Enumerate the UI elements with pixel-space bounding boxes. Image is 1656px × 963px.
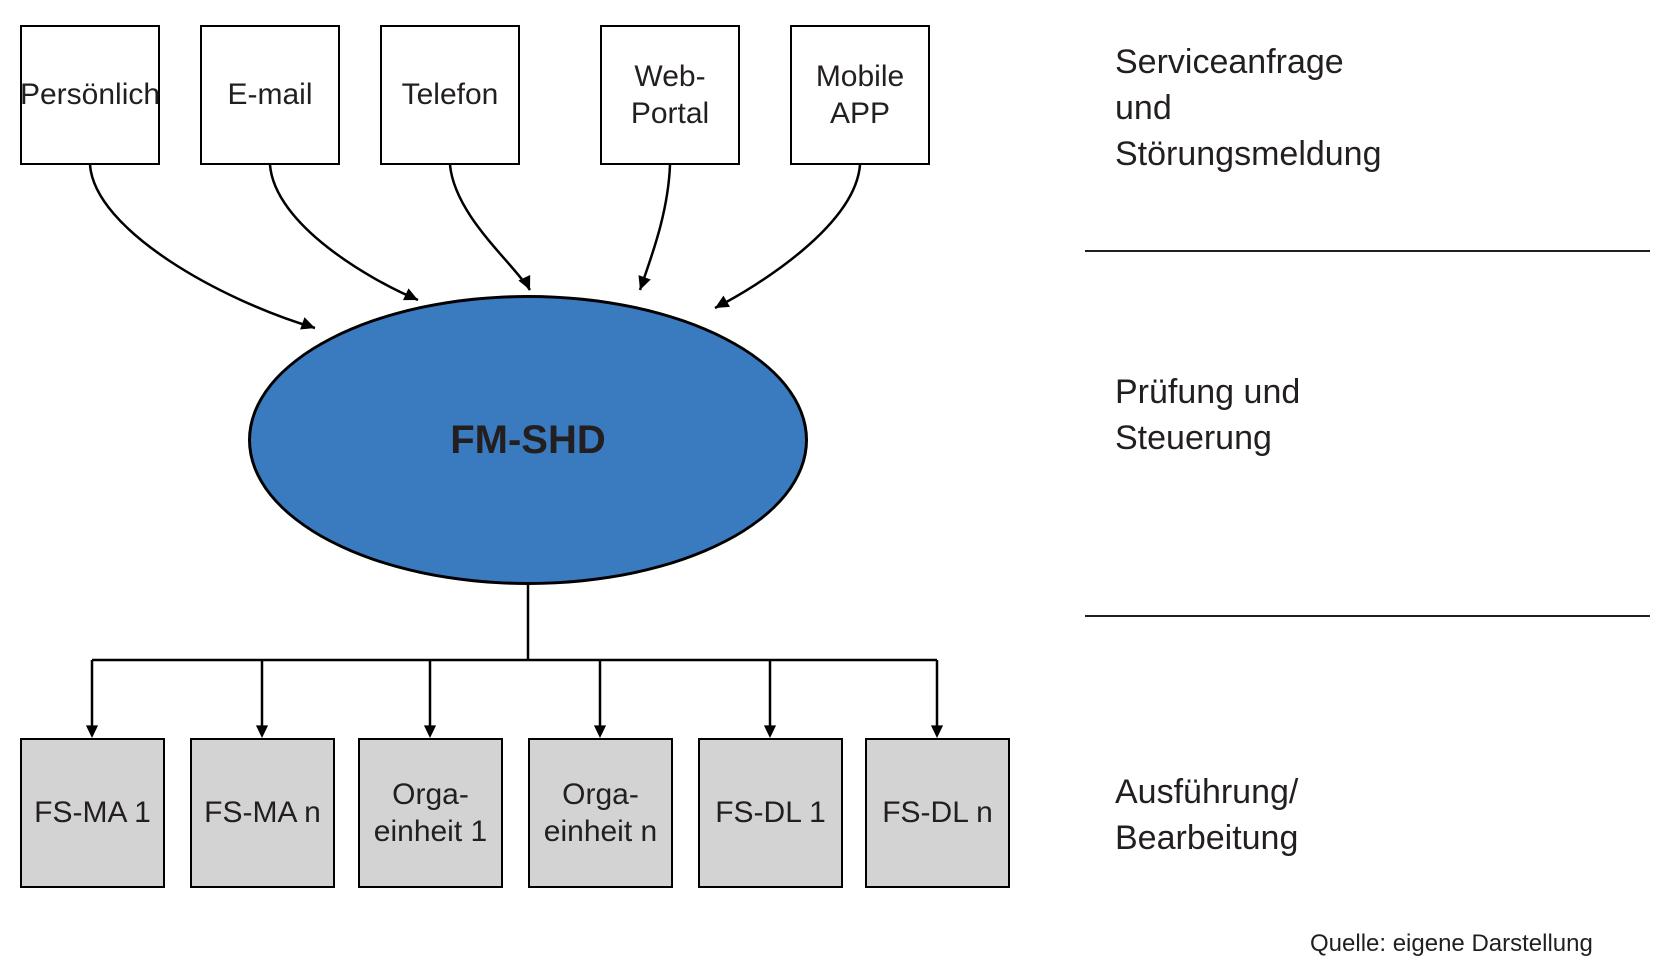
bottom-box-label: Orga-einheit n	[544, 776, 657, 851]
top-box-persoenlich: Persönlich	[20, 25, 160, 165]
bottom-box-fsdln: FS-DL n	[865, 738, 1010, 888]
top-box-telefon: Telefon	[380, 25, 520, 165]
side-label-s2: Prüfung undSteuerung	[1115, 370, 1300, 462]
divider-2	[1085, 615, 1650, 617]
diagram-canvas: Persönlich E-mail Telefon Web-Portal MobileA…	[0, 0, 1656, 963]
top-box-label: Persönlich	[20, 76, 160, 114]
bottom-box-label: FS-MA 1	[34, 794, 151, 832]
top-box-webportal: Web-Portal	[600, 25, 740, 165]
bottom-box-fsman: FS-MA n	[190, 738, 335, 888]
top-box-label: MobileAPP	[816, 58, 904, 133]
center-ellipse: FM-SHD	[248, 295, 808, 585]
side-label-s1: ServiceanfrageundStörungsmeldung	[1115, 40, 1382, 178]
bottom-box-label: FS-DL 1	[715, 794, 826, 832]
top-box-label: E-mail	[227, 76, 312, 114]
source-note: Quelle: eigene Darstellung	[1310, 930, 1593, 958]
bottom-box-label: Orga-einheit 1	[374, 776, 487, 851]
bottom-box-orgaN: Orga-einheit n	[528, 738, 673, 888]
top-box-label: Telefon	[402, 76, 499, 114]
side-label-s3: Ausführung/Bearbeitung	[1115, 770, 1298, 862]
center-ellipse-label: FM-SHD	[450, 418, 606, 463]
top-box-label: Web-Portal	[631, 58, 709, 133]
divider-1	[1085, 250, 1650, 252]
bottom-box-label: FS-DL n	[882, 794, 993, 832]
bottom-box-fsma1: FS-MA 1	[20, 738, 165, 888]
top-box-email: E-mail	[200, 25, 340, 165]
bottom-box-orga1: Orga-einheit 1	[358, 738, 503, 888]
bottom-box-fsdl1: FS-DL 1	[698, 738, 843, 888]
top-box-mobileapp: MobileAPP	[790, 25, 930, 165]
bottom-box-label: FS-MA n	[204, 794, 321, 832]
